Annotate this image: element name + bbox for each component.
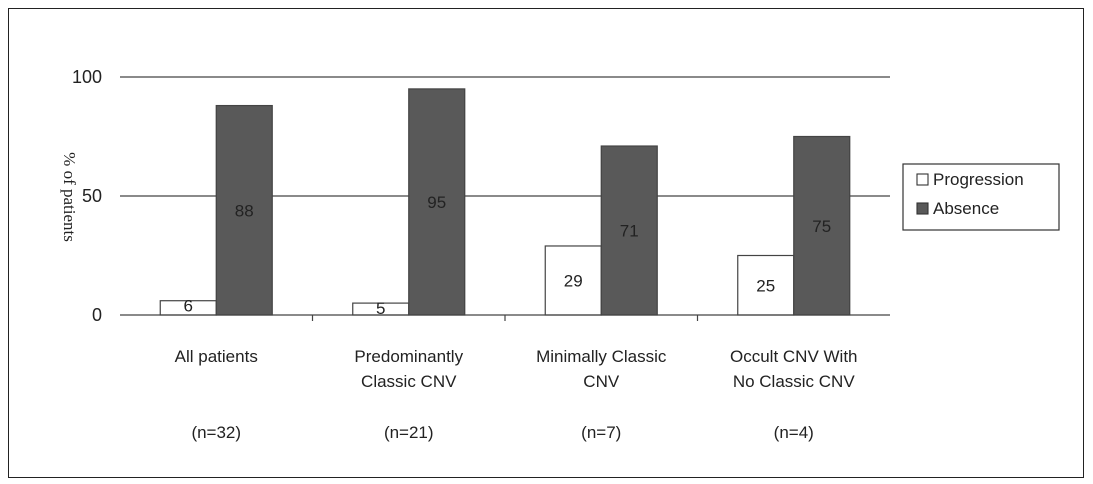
- category-label: Predominantly: [354, 347, 463, 366]
- data-label: 29: [564, 271, 583, 290]
- data-label: 75: [812, 217, 831, 236]
- bar-progression: [737, 254, 795, 316]
- data-label: 25: [756, 276, 775, 295]
- category-n-label: (n=21): [384, 423, 434, 442]
- data-label: 95: [427, 193, 446, 212]
- axes: [120, 314, 890, 321]
- data-label: 6: [184, 297, 193, 316]
- y-ticks: 0 50 100: [72, 67, 102, 325]
- data-label: 71: [620, 222, 639, 241]
- legend-label: Absence: [933, 199, 999, 218]
- category-label: Classic CNV: [361, 372, 457, 391]
- legend: Progression Absence: [902, 163, 1060, 231]
- category-n-label: (n=7): [581, 423, 621, 442]
- category-labels: All patients (n=32) Predominantly Classic C…: [175, 347, 858, 442]
- category-label: Minimally Classic: [536, 347, 667, 366]
- bar-absence: [215, 104, 273, 316]
- legend-label: Progression: [933, 170, 1024, 189]
- bar-absence: [793, 135, 851, 316]
- category-label: No Classic CNV: [733, 372, 856, 391]
- y-axis-label: % of patients: [60, 152, 79, 242]
- y-tick-label: 100: [72, 67, 102, 87]
- category-label: CNV: [583, 372, 620, 391]
- data-labels: 6 88 5 95 29 71 25 75: [184, 193, 832, 318]
- data-label: 5: [376, 299, 385, 318]
- category-label: Occult CNV With: [730, 347, 858, 366]
- y-tick-label: 0: [92, 305, 102, 325]
- bar-progression: [544, 245, 602, 316]
- legend-box: [902, 163, 1060, 231]
- bar-absence: [600, 145, 658, 316]
- legend-swatch: [916, 173, 929, 186]
- category-n-label: (n=32): [191, 423, 241, 442]
- category-label: All patients: [175, 347, 258, 366]
- y-tick-label: 50: [82, 186, 102, 206]
- data-label: 88: [235, 201, 254, 220]
- bars: [159, 88, 851, 316]
- category-n-label: (n=4): [774, 423, 814, 442]
- chart-frame: [8, 8, 1084, 478]
- bar-absence: [408, 88, 466, 316]
- legend-swatch: [916, 202, 929, 215]
